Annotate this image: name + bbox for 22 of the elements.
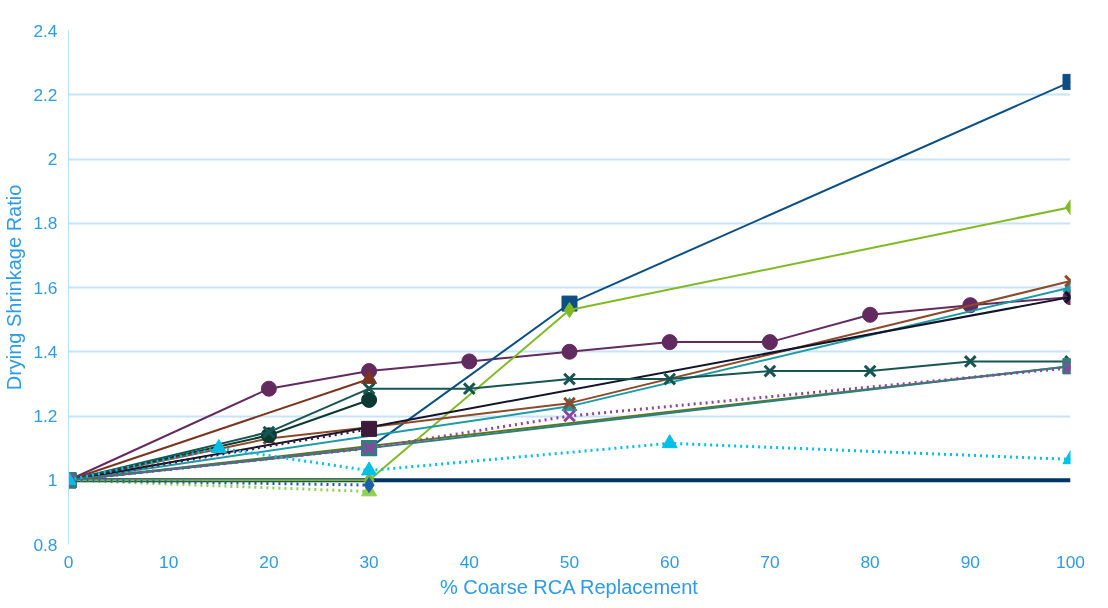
x-tick-label: 0: [63, 551, 74, 572]
y-tick-label: 0.8: [33, 534, 58, 555]
x-tick-label: 30: [359, 551, 379, 572]
y-tick-label: 1.4: [33, 341, 58, 362]
x-axis-title: % Coarse RCA Replacement: [440, 575, 699, 598]
y-tick-label: 2.2: [33, 84, 58, 105]
x-tick-label: 40: [459, 551, 479, 572]
y-tick-label: 1.8: [33, 213, 58, 234]
y-tick-label: 1.2: [33, 406, 58, 426]
x-tick-label: 90: [960, 551, 980, 572]
x-tick-label: 20: [259, 551, 279, 572]
y-tick-label: 1.6: [33, 277, 58, 298]
y-tick-label: 1: [47, 470, 58, 491]
x-tick-label: 100: [1056, 551, 1085, 572]
x-tick-label: 10: [159, 551, 179, 572]
x-tick-label: 80: [860, 551, 880, 572]
x-tick-label: 70: [760, 551, 780, 572]
x-tick-label: 60: [660, 551, 680, 572]
y-tick-label: 2.4: [33, 20, 58, 41]
y-axis-title: Drying Shrinkage Ratio: [3, 184, 26, 391]
x-tick-label: 50: [559, 551, 580, 572]
y-tick-label: 2: [47, 149, 58, 169]
